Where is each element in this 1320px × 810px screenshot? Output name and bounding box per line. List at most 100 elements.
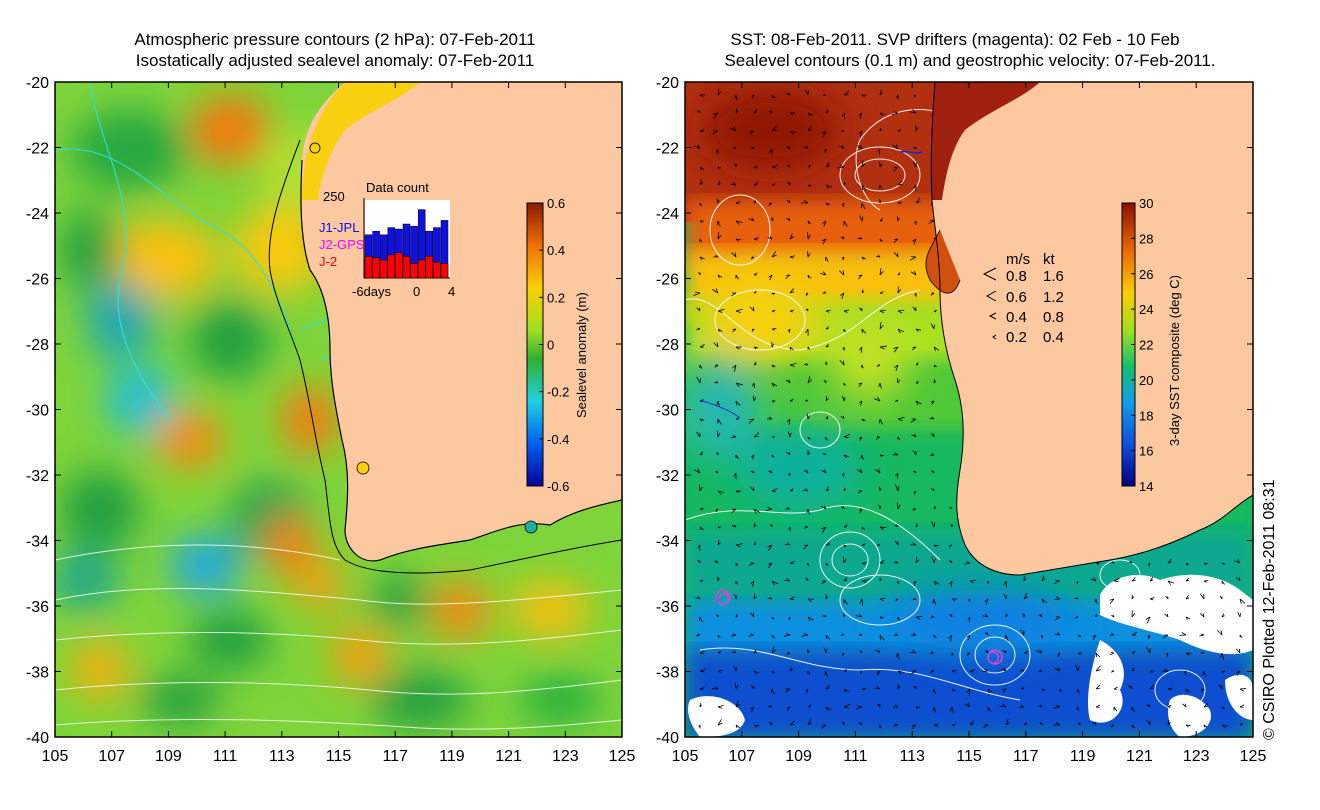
velocity-arrow	[930, 323, 935, 330]
velocity-arrow	[949, 544, 953, 548]
left-colorbar-tick: 0	[547, 338, 554, 353]
velocity-arrow	[839, 145, 845, 150]
velocity-arrow	[855, 613, 863, 618]
right-colorbar-tick: 18	[1139, 408, 1153, 423]
left-x-tick-label: 113	[269, 748, 295, 765]
velocity-arrow	[879, 597, 886, 602]
velocity-arrow	[768, 110, 773, 114]
velocity-row-4-kt: 0.4	[1043, 329, 1064, 346]
velocity-arrow	[1055, 632, 1061, 636]
velocity-arrow	[1236, 670, 1241, 676]
velocity-row-1-kt: 1.6	[1043, 268, 1064, 285]
velocity-arrow	[861, 94, 867, 98]
velocity-arrow	[753, 361, 757, 366]
left-x-tick-label: 117	[382, 748, 408, 765]
velocity-arrow	[843, 309, 850, 313]
velocity-arrow	[732, 328, 737, 333]
velocity-arrow	[1147, 634, 1151, 640]
velocity-arrow	[807, 164, 811, 168]
velocity-arrow	[697, 544, 701, 551]
right-colorbar-tick: 24	[1139, 302, 1153, 317]
velocity-arrow	[1057, 652, 1061, 657]
velocity-arrow	[1094, 598, 1098, 604]
velocity-arrow	[895, 652, 900, 660]
velocity-arrow	[879, 291, 884, 294]
velocity-arrow	[825, 706, 832, 711]
velocity-arrow	[717, 540, 721, 546]
velocity-arrow	[735, 108, 739, 114]
velocity-arrow	[750, 470, 755, 474]
velocity-row-1-ms: 0.8	[1006, 268, 1027, 285]
velocity-arrow	[789, 560, 796, 565]
velocity-arrow	[825, 108, 829, 114]
velocity-arrow	[768, 148, 773, 156]
velocity-arrow	[1185, 724, 1191, 728]
velocity-arrow	[711, 288, 719, 294]
velocity-arrow	[859, 215, 864, 222]
velocity-arrow	[1221, 670, 1226, 673]
velocity-arrow	[1111, 614, 1115, 618]
velocity-arrow	[999, 703, 1007, 708]
velocity-arrow	[930, 615, 935, 619]
velocity-arrow	[893, 704, 899, 708]
inset-x-label-end: 4	[448, 284, 455, 299]
velocity-arrow	[987, 688, 993, 694]
velocity-arrow	[717, 490, 725, 495]
velocity-arrow	[915, 706, 921, 710]
velocity-arrow	[893, 238, 899, 243]
velocity-arrow	[768, 721, 773, 726]
velocity-arrow	[840, 633, 845, 636]
right-y-tick-label: -24	[656, 206, 679, 223]
velocity-arrow	[878, 486, 882, 492]
velocity-arrow	[840, 129, 845, 132]
velocity-arrow	[819, 271, 827, 276]
velocity-arrow	[734, 94, 738, 101]
velocity-arrow	[753, 200, 757, 204]
velocity-arrow	[878, 504, 882, 510]
velocity-arrow	[1219, 652, 1225, 660]
velocity-arrow	[1023, 650, 1029, 654]
velocity-arrow	[964, 561, 971, 565]
velocity-arrow	[807, 232, 811, 240]
velocity-arrow	[716, 430, 721, 438]
velocity-arrow	[910, 542, 917, 546]
velocity-arrow	[753, 272, 758, 276]
velocity-arrow	[825, 436, 828, 441]
velocity-arrow	[699, 668, 707, 673]
velocity-arrow	[967, 616, 971, 622]
right-y-tick-label: -26	[656, 272, 679, 289]
velocity-arrow	[915, 362, 919, 366]
velocity-arrow	[789, 398, 794, 402]
velocity-arrow	[895, 598, 899, 602]
velocity-arrow	[694, 144, 701, 150]
velocity-arrow	[1077, 652, 1083, 655]
velocity-arrow	[753, 108, 758, 114]
velocity-arrow	[858, 130, 863, 137]
velocity-arrow	[714, 380, 719, 384]
velocity-arrow	[770, 688, 775, 695]
velocity-arrow	[717, 232, 722, 240]
velocity-arrow	[911, 633, 917, 636]
velocity-arrow	[713, 342, 719, 348]
velocity-arrow	[929, 416, 935, 420]
velocity-arrow	[789, 288, 795, 294]
velocity-arrow	[876, 254, 881, 258]
velocity-arrow	[730, 181, 737, 186]
right-colorbar-tick: 28	[1139, 231, 1153, 246]
velocity-arrow	[1131, 610, 1136, 618]
velocity-arrow	[804, 577, 809, 582]
right-x-tick-label: 107	[728, 748, 755, 765]
velocity-arrow	[789, 309, 794, 313]
velocity-arrow	[734, 594, 738, 600]
velocity-arrow	[717, 308, 725, 313]
velocity-arrow	[928, 219, 935, 224]
velocity-arrow	[842, 395, 846, 402]
right-colorbar-tick: 16	[1139, 444, 1153, 459]
right-colorbar-label: 3-day SST composite (deg C)	[1167, 275, 1182, 446]
velocity-arrow	[771, 634, 776, 639]
velocity-row-2-ms: 0.6	[1006, 289, 1027, 306]
velocity-row-4-ms: 0.2	[1006, 329, 1027, 346]
left-x-tick-label: 119	[439, 748, 465, 765]
velocity-arrow	[861, 687, 867, 691]
